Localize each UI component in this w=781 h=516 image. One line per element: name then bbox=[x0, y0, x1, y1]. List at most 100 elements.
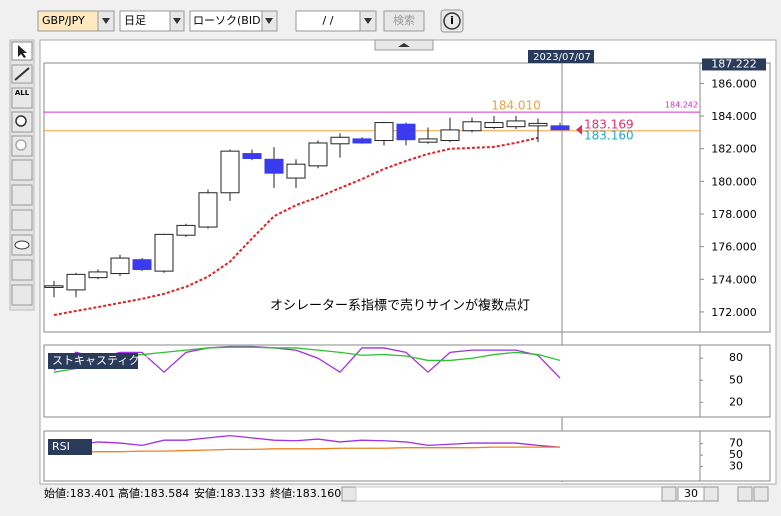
symbol: GBP/JPY bbox=[42, 14, 85, 27]
price-marker bbox=[576, 124, 582, 135]
y-tick-label: 187.222 bbox=[711, 57, 757, 70]
grid-tool[interactable] bbox=[11, 284, 33, 306]
mark-tool[interactable] bbox=[11, 209, 33, 231]
pen-icon bbox=[14, 67, 30, 81]
arrow bbox=[398, 43, 410, 47]
annotation: 183.160 bbox=[584, 128, 634, 142]
count: 30 bbox=[684, 487, 698, 500]
side-toolbar: ALL bbox=[9, 39, 35, 311]
date: / / bbox=[323, 14, 334, 27]
info-label: i bbox=[450, 14, 454, 27]
candle-body bbox=[506, 120, 526, 128]
candle-body bbox=[440, 129, 460, 142]
y-tick-label: 180.000 bbox=[711, 175, 757, 188]
candle-body bbox=[88, 271, 108, 279]
status-open: 始値:183.401 bbox=[44, 486, 115, 500]
search-button[interactable] bbox=[383, 10, 425, 32]
panel-title: ストキャスティクス bbox=[52, 354, 150, 367]
y-tick-label: 184.000 bbox=[711, 110, 757, 123]
date-marker-bg bbox=[528, 50, 594, 63]
candle-body bbox=[132, 259, 152, 270]
candle-body bbox=[550, 125, 570, 131]
arrow bbox=[102, 18, 110, 24]
status-high: 高値:183.584 bbox=[118, 486, 189, 500]
candle-body bbox=[352, 138, 372, 144]
annotation: 184.010 bbox=[491, 98, 541, 112]
y-tick-label: 80 bbox=[729, 351, 743, 364]
scroll-left[interactable] bbox=[341, 486, 357, 502]
y-tick-label: 178.000 bbox=[711, 208, 757, 221]
y-tick-label: 20 bbox=[729, 395, 743, 408]
chart-type: ローソク(BID) bbox=[193, 14, 265, 27]
status-low: 安値:183.133 bbox=[194, 486, 265, 500]
period: 日足 bbox=[124, 14, 146, 27]
line-label: 184.242 bbox=[665, 101, 698, 110]
candle-body bbox=[462, 121, 482, 132]
indicator-tool[interactable] bbox=[11, 159, 33, 181]
candle-body bbox=[330, 136, 350, 145]
indicator-line bbox=[53, 346, 561, 373]
arrow bbox=[265, 18, 273, 24]
candle-body bbox=[198, 192, 218, 228]
candle-body bbox=[154, 233, 174, 272]
info-icon bbox=[443, 12, 461, 30]
arrow bbox=[173, 18, 181, 24]
candle-body bbox=[484, 122, 504, 128]
status-close: 終値:183.160 bbox=[270, 486, 341, 500]
candle-body bbox=[242, 153, 262, 159]
candle-body bbox=[528, 122, 548, 127]
candle-body bbox=[176, 224, 196, 236]
y-tick-label: 30 bbox=[729, 460, 743, 473]
candle-body bbox=[110, 257, 130, 275]
y-tick-label: 172.000 bbox=[711, 306, 757, 319]
candle-body bbox=[286, 163, 306, 179]
panel-title-bg bbox=[48, 439, 92, 455]
candle-body bbox=[418, 138, 438, 143]
zoom-icon bbox=[15, 115, 27, 127]
y-tick-label: 176.000 bbox=[711, 241, 757, 254]
arrow bbox=[364, 18, 372, 24]
candle-body bbox=[396, 123, 416, 141]
indicator-line bbox=[53, 345, 561, 379]
plot-area bbox=[43, 62, 771, 333]
y-tick-label: 186.000 bbox=[711, 77, 757, 90]
plot-area bbox=[43, 344, 771, 418]
panel-title-bg bbox=[48, 353, 138, 369]
scrollbar[interactable] bbox=[355, 486, 663, 502]
zoom-plus[interactable] bbox=[737, 486, 753, 502]
candle-body bbox=[374, 122, 394, 142]
zoom-minus[interactable] bbox=[753, 486, 769, 502]
y-tick-label: 50 bbox=[729, 448, 743, 461]
pointer-icon bbox=[18, 45, 27, 58]
candle-body bbox=[264, 158, 284, 174]
y-tick-label: 182.000 bbox=[711, 143, 757, 156]
current-label-bg bbox=[702, 58, 766, 71]
panel-title: RSI bbox=[52, 440, 70, 453]
annotation: 183.169 bbox=[584, 117, 634, 131]
indicator-line bbox=[53, 434, 561, 448]
scroll-right[interactable] bbox=[661, 486, 677, 502]
count-dropdown[interactable] bbox=[703, 486, 719, 502]
print-tool[interactable] bbox=[11, 259, 33, 281]
candle-body bbox=[44, 285, 64, 288]
clear-all-tool[interactable] bbox=[11, 87, 33, 109]
candle-body bbox=[66, 273, 86, 291]
candle-body bbox=[308, 142, 328, 167]
moving-average bbox=[53, 136, 539, 317]
status-bar: 始値:183.401 高値:183.584 安値:183.133 終値:183.… bbox=[40, 486, 776, 502]
y-tick-label: 174.000 bbox=[711, 273, 757, 286]
plot-area bbox=[43, 430, 771, 482]
annotation: オシレーター系指標で売りサインが複数点灯 bbox=[270, 298, 530, 314]
candle-body bbox=[220, 150, 240, 194]
toolbar: GBP/JPY 日足 ローソク(BID) / / 検索 i bbox=[37, 9, 464, 33]
date-marker: 2023/07/07 bbox=[533, 52, 591, 63]
y-tick-label: 50 bbox=[729, 373, 743, 386]
y-tick-label: 70 bbox=[729, 437, 743, 450]
eye-icon bbox=[14, 240, 30, 250]
table-tool[interactable] bbox=[11, 184, 33, 206]
all-label: ALL bbox=[15, 89, 30, 97]
search-label: 検索 bbox=[393, 13, 415, 27]
indicator-line bbox=[54, 446, 560, 453]
zoom-icon bbox=[15, 139, 27, 151]
